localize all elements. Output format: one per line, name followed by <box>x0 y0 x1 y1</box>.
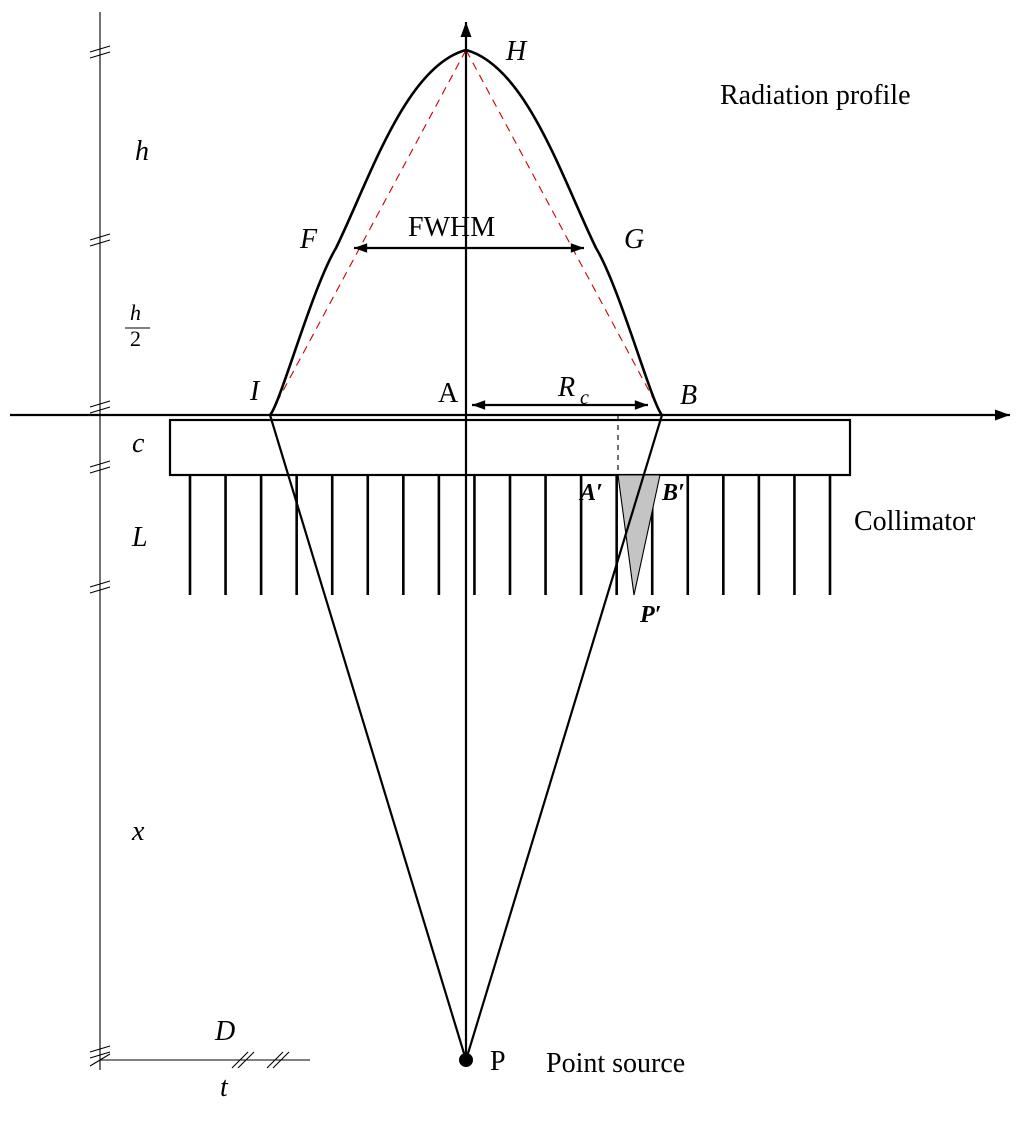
label-A: A <box>438 378 459 409</box>
label-Rc_c: c <box>580 387 589 409</box>
label-Bprime: B′ <box>661 480 685 506</box>
label-B: B <box>680 380 697 411</box>
label-G: G <box>624 224 644 255</box>
point-P <box>459 1053 473 1067</box>
label-h_over_2_top: h <box>130 300 141 325</box>
label-c: c <box>132 428 145 459</box>
label-I: I <box>249 376 261 407</box>
label-point_source: Point source <box>546 1048 685 1079</box>
label-x: x <box>131 816 145 847</box>
label-Pprime: P′ <box>639 602 661 628</box>
label-h_over_2_bot: 2 <box>130 326 141 351</box>
label-H: H <box>505 36 528 67</box>
label-radiation: Radiation profile <box>720 80 911 111</box>
label-Aprime: A′ <box>578 480 603 506</box>
label-collimator: Collimator <box>854 506 976 537</box>
label-FWHM: FWHM <box>408 212 495 243</box>
ray-PB <box>466 415 662 1060</box>
label-L: L <box>131 522 148 553</box>
label-h: h <box>135 136 149 167</box>
label-t: t <box>220 1072 229 1103</box>
label-D: D <box>214 1016 235 1047</box>
label-F: F <box>299 224 318 255</box>
label-P: P <box>490 1046 506 1077</box>
collimator-slab <box>170 420 850 475</box>
label-Rc_R: R <box>557 372 575 403</box>
